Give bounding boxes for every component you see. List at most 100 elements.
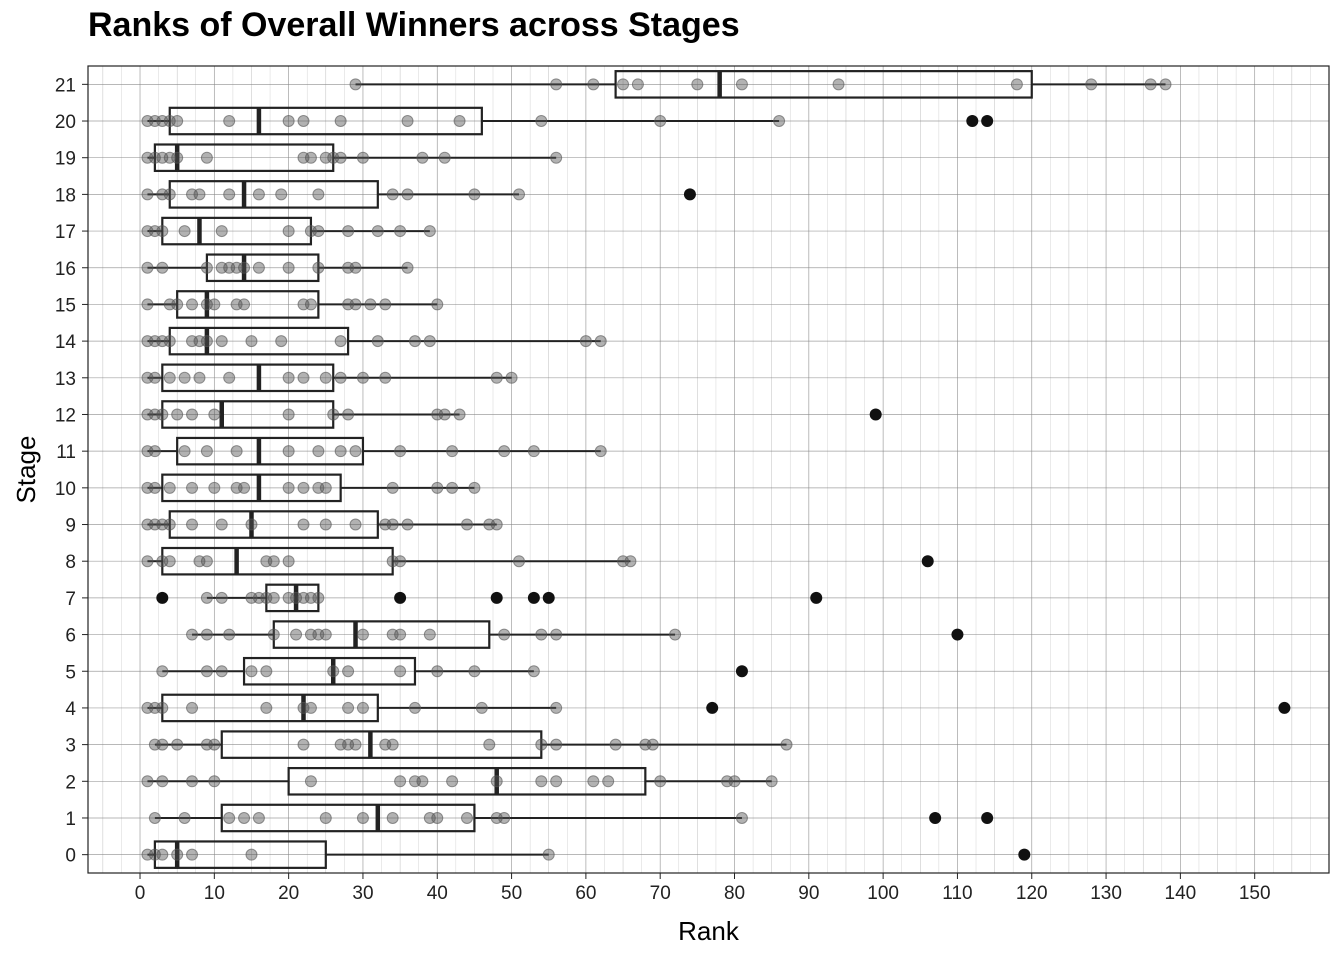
x-tick-label: 70 [650, 883, 671, 904]
box [265, 583, 320, 613]
data-point [334, 115, 347, 128]
data-point [342, 408, 355, 421]
data-point [602, 775, 615, 788]
data-point [617, 78, 630, 91]
data-point [550, 628, 563, 641]
data-point [297, 518, 310, 531]
data-point [297, 738, 310, 751]
data-point [186, 408, 199, 421]
data-point [297, 481, 310, 494]
data-point [178, 225, 191, 238]
data-point [342, 225, 355, 238]
boxplot-stage-9 [147, 510, 497, 539]
data-point [260, 701, 273, 714]
data-point [356, 151, 369, 164]
box [168, 326, 350, 356]
data-point [327, 408, 340, 421]
data-point [423, 225, 436, 238]
box [161, 693, 379, 723]
data-point [609, 738, 622, 751]
data-point [394, 665, 407, 678]
data-point [401, 115, 414, 128]
data-point [468, 188, 481, 201]
data-point [186, 481, 199, 494]
boxplot-stage-0 [147, 840, 549, 869]
data-point [141, 261, 154, 274]
data-point [238, 811, 251, 824]
outlier-point [683, 188, 696, 201]
data-point [200, 261, 213, 274]
data-point [505, 371, 518, 384]
data-point [527, 665, 540, 678]
boxplot-stage-15 [147, 290, 438, 319]
x-tick-label: 60 [575, 883, 596, 904]
data-point [245, 335, 258, 348]
data-point [1010, 78, 1023, 91]
boxplot-stage-18 [147, 180, 520, 209]
data-point [379, 298, 392, 311]
data-point [193, 371, 206, 384]
data-point [200, 665, 213, 678]
data-point [408, 335, 421, 348]
y-tick-label: 8 [65, 552, 76, 573]
box [614, 70, 1033, 99]
data-point [594, 335, 607, 348]
data-point [141, 775, 154, 788]
data-point [691, 78, 704, 91]
data-point [364, 298, 377, 311]
data-point [356, 371, 369, 384]
data-point [490, 518, 503, 531]
data-point [186, 701, 199, 714]
boxplots [147, 70, 1166, 869]
data-point [490, 775, 503, 788]
data-point [186, 628, 199, 641]
data-point [163, 371, 176, 384]
data-point [200, 151, 213, 164]
outlier-point [981, 811, 994, 824]
data-point [156, 261, 169, 274]
data-point [356, 811, 369, 824]
box [161, 546, 394, 576]
data-point [312, 261, 325, 274]
outlier-point [542, 591, 555, 604]
box [272, 620, 491, 649]
outlier-point [156, 591, 169, 604]
x-tick-label: 50 [501, 883, 522, 904]
data-point [200, 555, 213, 568]
data-point [550, 775, 563, 788]
y-tick-label: 16 [55, 259, 76, 280]
boxplot-stage-16 [147, 253, 408, 283]
data-point [171, 738, 184, 751]
boxplot-stage-8 [147, 546, 631, 576]
data-point [163, 335, 176, 348]
data-point [156, 225, 169, 238]
data-point [156, 738, 169, 751]
data-point [230, 445, 243, 458]
data-point [252, 188, 265, 201]
data-point [156, 775, 169, 788]
x-tick-label: 120 [1016, 883, 1048, 904]
data-point [238, 298, 251, 311]
data-point [669, 628, 682, 641]
data-point [408, 701, 421, 714]
boxplot-stage-17 [147, 216, 430, 246]
data-point [416, 775, 429, 788]
data-point [282, 371, 295, 384]
y-tick-label: 4 [65, 699, 76, 720]
data-point [394, 775, 407, 788]
outlier-point [735, 665, 748, 678]
box [242, 656, 417, 686]
data-point [765, 775, 778, 788]
data-point [349, 518, 362, 531]
boxplot-stage-6 [192, 620, 676, 649]
boxplot-stage-5 [162, 656, 534, 686]
y-tick-label: 10 [55, 479, 76, 500]
data-point [446, 481, 459, 494]
data-point [163, 518, 176, 531]
data-point [386, 481, 399, 494]
box [161, 473, 342, 503]
data-point [312, 188, 325, 201]
boxplot-stage-13 [147, 363, 512, 393]
data-point [267, 555, 280, 568]
data-point [513, 555, 526, 568]
